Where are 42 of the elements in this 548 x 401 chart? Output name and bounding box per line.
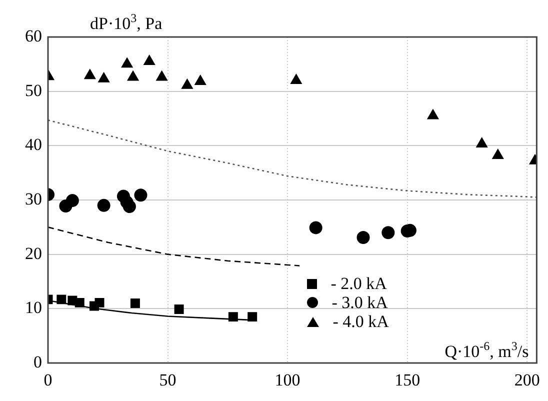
point <box>156 70 168 81</box>
point <box>382 226 395 240</box>
y-tick-label: 50 <box>25 80 42 100</box>
point <box>121 58 133 68</box>
point <box>130 298 140 308</box>
x-tick-label: 50 <box>159 370 176 390</box>
x-tick-label: 100 <box>274 370 300 390</box>
y-tick-label: 20 <box>25 244 42 263</box>
point <box>309 221 322 234</box>
point <box>97 198 110 212</box>
point <box>94 298 104 308</box>
legend-label: - 4.0 kA <box>332 312 389 332</box>
point <box>476 138 488 148</box>
line-series <box>48 226 300 266</box>
point <box>134 188 148 202</box>
x-tick-label: 200 <box>514 370 540 390</box>
y-tick-label: 10 <box>25 298 42 318</box>
point <box>181 78 193 89</box>
y-tick-label: 60 <box>25 26 42 46</box>
point <box>492 148 504 159</box>
point <box>98 72 110 82</box>
point <box>127 70 139 81</box>
point <box>66 194 79 208</box>
y-tick-label: 0 <box>34 352 42 372</box>
y-tick-label: 30 <box>25 189 42 208</box>
point <box>194 75 206 86</box>
legend-label: - 2.0 kA <box>330 274 387 294</box>
point <box>174 304 184 314</box>
point <box>122 200 136 214</box>
x-tick-label: 150 <box>394 370 420 390</box>
point <box>356 230 370 244</box>
point <box>56 294 66 304</box>
point <box>248 312 258 322</box>
line-series <box>48 119 537 198</box>
point <box>74 298 84 308</box>
legend-label: - 3.0 kA <box>332 292 388 312</box>
point <box>84 69 96 80</box>
point <box>144 54 156 65</box>
point <box>290 74 302 84</box>
point <box>228 312 238 322</box>
y-tick-label: 40 <box>25 135 42 154</box>
point <box>427 109 439 120</box>
